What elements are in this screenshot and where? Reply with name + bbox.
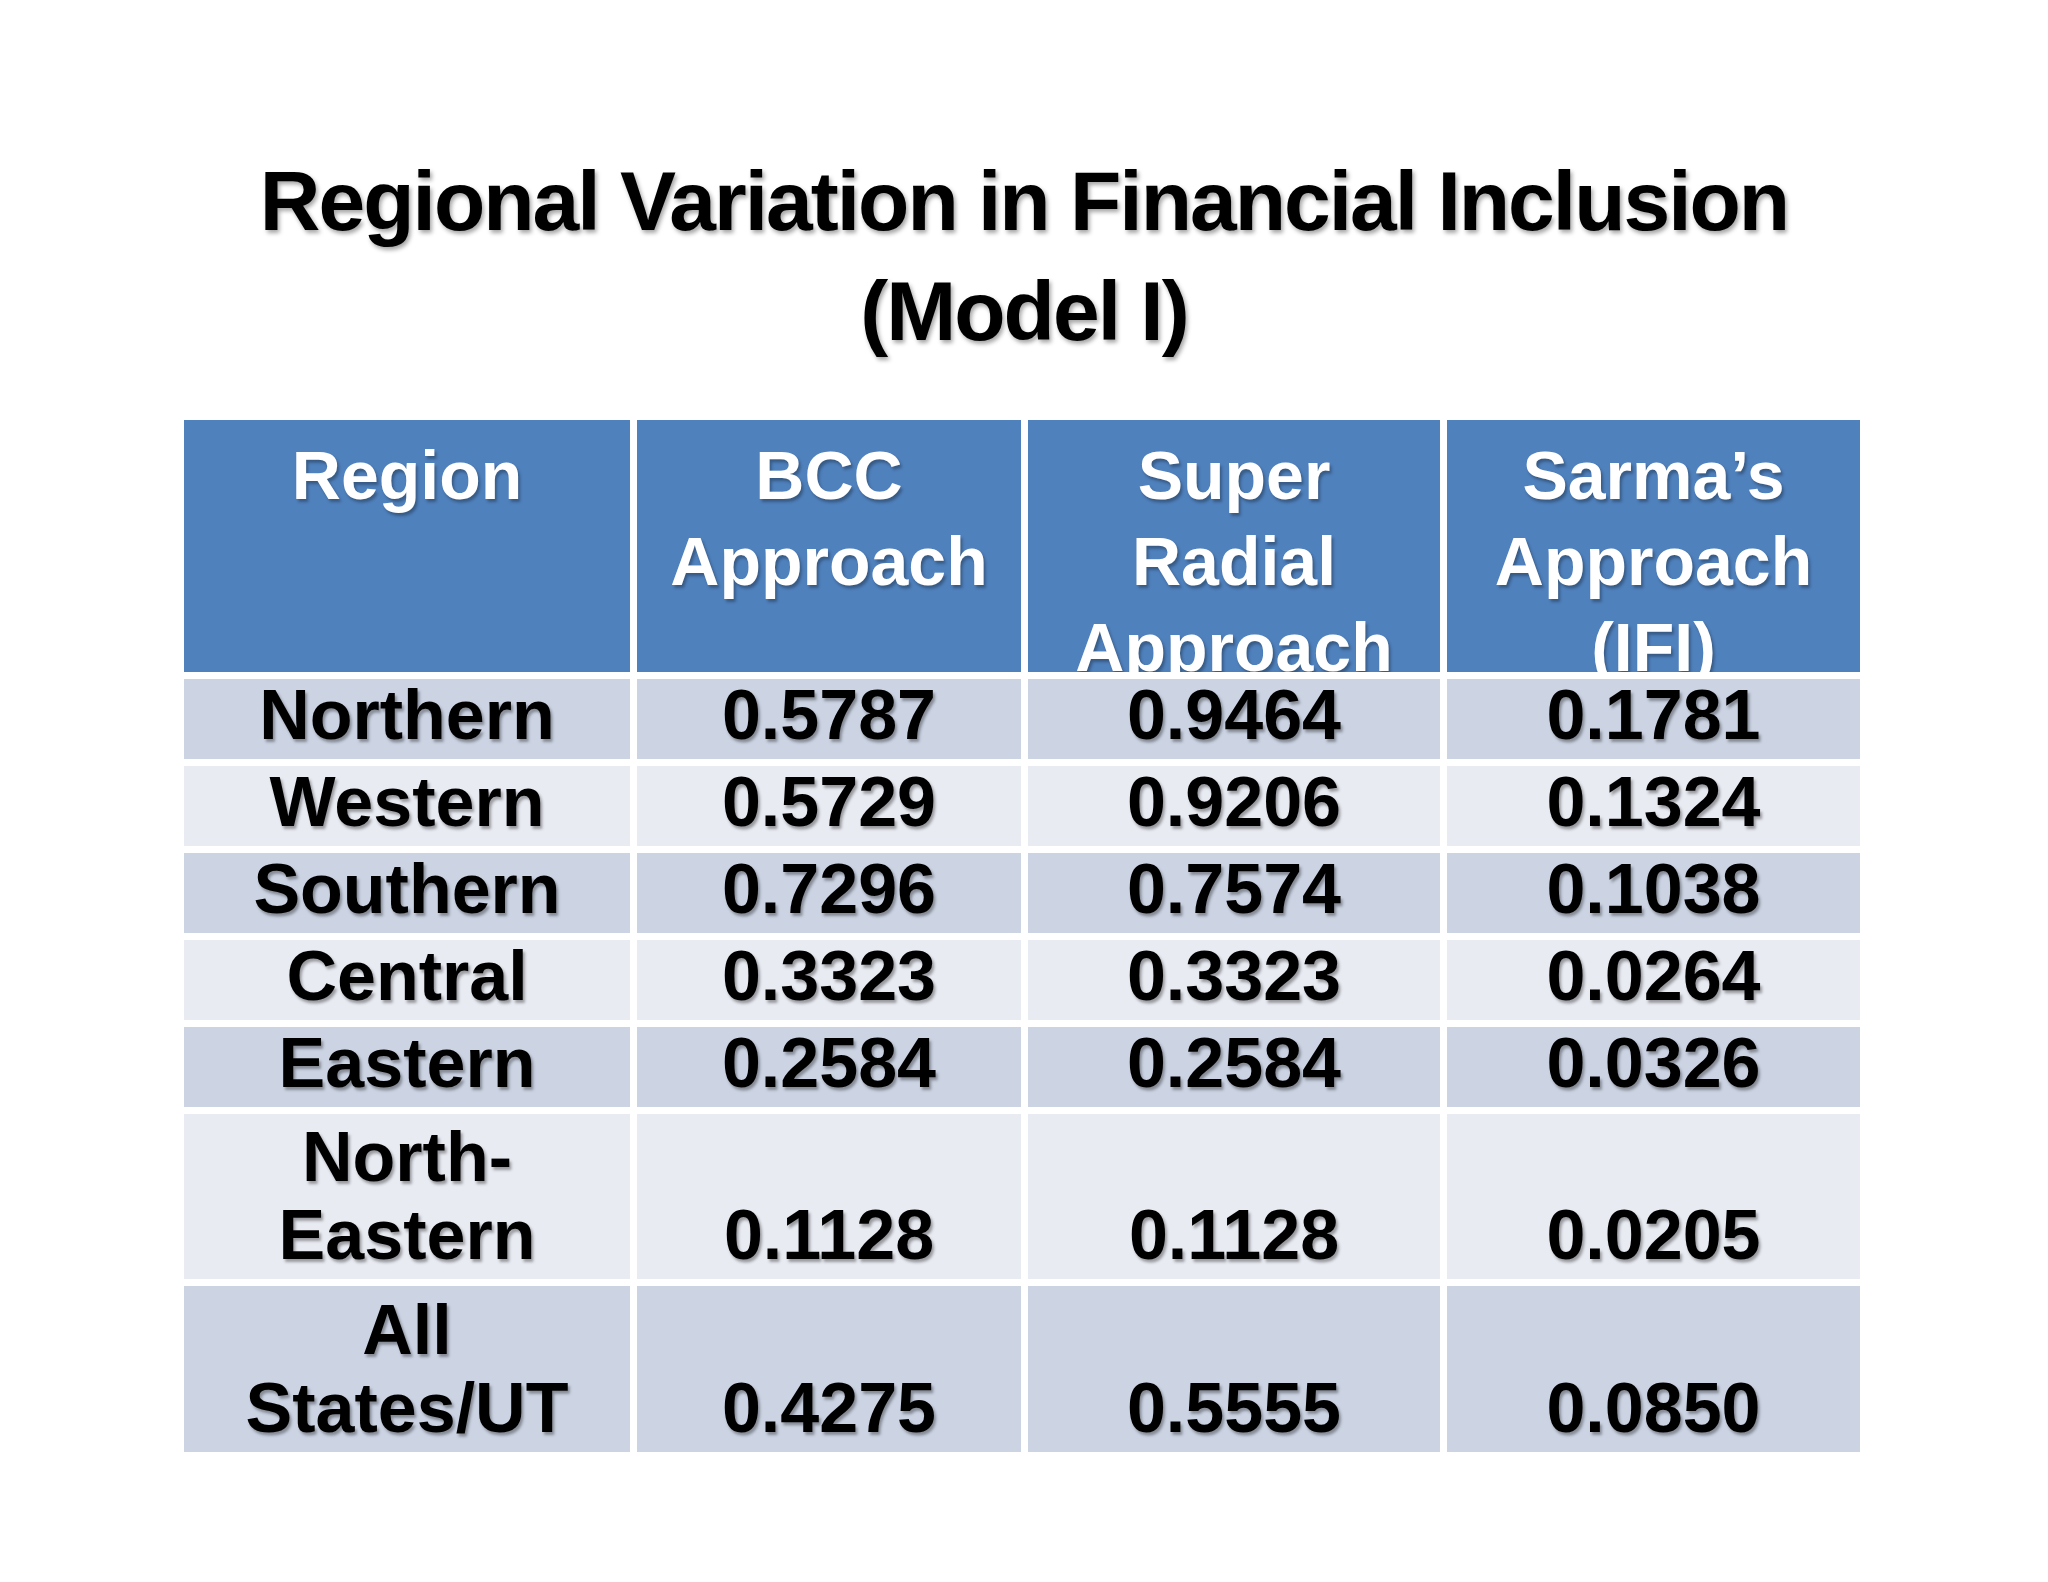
header-line: Super	[1028, 432, 1440, 518]
header-region: Region	[184, 420, 630, 672]
slide-title-line-2: (Model I)	[0, 256, 2048, 366]
cell-southern-super-radial: 0.7574	[1028, 853, 1440, 933]
cell-all-states-ut-bcc: 0.4275	[637, 1286, 1021, 1452]
cell-north-eastern-region: North- Eastern	[184, 1114, 630, 1279]
region-line: Northern	[259, 676, 555, 754]
cell-western-region: Western	[184, 766, 630, 846]
cell-western-super-radial: 0.9206	[1028, 766, 1440, 846]
header-line: Sarma’s	[1447, 432, 1860, 518]
cell-northern-super-radial: 0.9464	[1028, 679, 1440, 759]
header-bcc-approach: BCC Approach	[637, 420, 1021, 672]
cell-north-eastern-bcc: 0.1128	[637, 1114, 1021, 1279]
slide-title-line-1: Regional Variation in Financial Inclusio…	[0, 146, 2048, 256]
region-line: States/UT	[246, 1369, 569, 1447]
header-line: Approach	[1028, 604, 1440, 672]
cell-eastern-bcc: 0.2584	[637, 1027, 1021, 1107]
region-line: All	[362, 1291, 451, 1369]
header-line: Radial	[1028, 518, 1440, 604]
cell-southern-region: Southern	[184, 853, 630, 933]
slide-title: Regional Variation in Financial Inclusio…	[0, 146, 2048, 366]
cell-southern-bcc: 0.7296	[637, 853, 1021, 933]
cell-central-bcc: 0.3323	[637, 940, 1021, 1020]
cell-northern-bcc: 0.5787	[637, 679, 1021, 759]
regional-variation-table: Region BCC Approach Super Radial Approac…	[184, 420, 1860, 1452]
region-line: Western	[270, 763, 545, 841]
header-super-radial-approach: Super Radial Approach	[1028, 420, 1440, 672]
cell-all-states-ut-sarma-ifi: 0.0850	[1447, 1286, 1860, 1452]
header-line: BCC	[637, 432, 1021, 518]
cell-eastern-sarma-ifi: 0.0326	[1447, 1027, 1860, 1107]
region-line: Eastern	[279, 1024, 536, 1102]
cell-north-eastern-sarma-ifi: 0.0205	[1447, 1114, 1860, 1279]
cell-all-states-ut-super-radial: 0.5555	[1028, 1286, 1440, 1452]
cell-northern-sarma-ifi: 0.1781	[1447, 679, 1860, 759]
cell-eastern-super-radial: 0.2584	[1028, 1027, 1440, 1107]
cell-all-states-ut-region: All States/UT	[184, 1286, 630, 1452]
header-line: (IFI)	[1447, 604, 1860, 672]
cell-western-bcc: 0.5729	[637, 766, 1021, 846]
cell-western-sarma-ifi: 0.1324	[1447, 766, 1860, 846]
cell-eastern-region: Eastern	[184, 1027, 630, 1107]
cell-central-sarma-ifi: 0.0264	[1447, 940, 1860, 1020]
cell-central-region: Central	[184, 940, 630, 1020]
header-line: Approach	[637, 518, 1021, 604]
region-line: North-	[302, 1118, 512, 1196]
cell-southern-sarma-ifi: 0.1038	[1447, 853, 1860, 933]
header-sarma-approach-ifi: Sarma’s Approach (IFI)	[1447, 420, 1860, 672]
cell-central-super-radial: 0.3323	[1028, 940, 1440, 1020]
header-line: Region	[184, 432, 630, 518]
region-line: Southern	[253, 850, 560, 928]
cell-north-eastern-super-radial: 0.1128	[1028, 1114, 1440, 1279]
region-line: Central	[286, 937, 527, 1015]
cell-northern-region: Northern	[184, 679, 630, 759]
region-line: Eastern	[279, 1196, 536, 1274]
header-line: Approach	[1447, 518, 1860, 604]
